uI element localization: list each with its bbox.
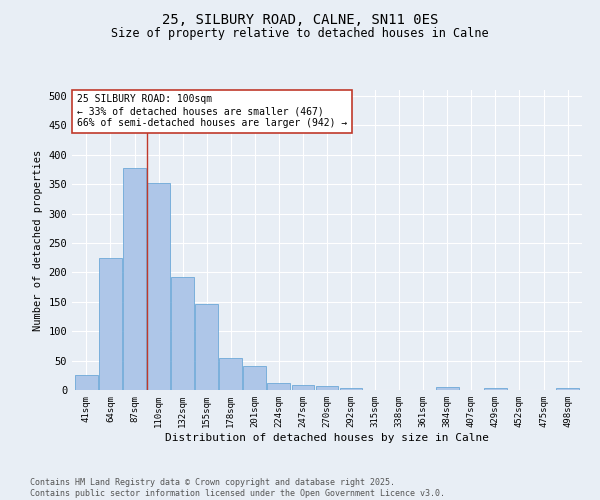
Bar bbox=[220, 358, 242, 390]
Bar bbox=[556, 388, 579, 390]
Bar bbox=[292, 384, 314, 390]
Text: Contains HM Land Registry data © Crown copyright and database right 2025.
Contai: Contains HM Land Registry data © Crown c… bbox=[30, 478, 445, 498]
Bar bbox=[316, 386, 338, 390]
Bar bbox=[244, 366, 266, 390]
Y-axis label: Number of detached properties: Number of detached properties bbox=[33, 150, 43, 330]
Bar bbox=[147, 183, 170, 390]
Bar bbox=[484, 388, 507, 390]
Bar bbox=[268, 383, 290, 390]
Bar bbox=[75, 376, 98, 390]
Bar bbox=[195, 304, 218, 390]
Text: Size of property relative to detached houses in Calne: Size of property relative to detached ho… bbox=[111, 28, 489, 40]
X-axis label: Distribution of detached houses by size in Calne: Distribution of detached houses by size … bbox=[165, 432, 489, 442]
Text: 25 SILBURY ROAD: 100sqm
← 33% of detached houses are smaller (467)
66% of semi-d: 25 SILBURY ROAD: 100sqm ← 33% of detache… bbox=[77, 94, 347, 128]
Bar bbox=[123, 168, 146, 390]
Text: 25, SILBURY ROAD, CALNE, SN11 0ES: 25, SILBURY ROAD, CALNE, SN11 0ES bbox=[162, 12, 438, 26]
Bar bbox=[99, 258, 122, 390]
Bar bbox=[436, 387, 459, 390]
Bar bbox=[171, 277, 194, 390]
Bar bbox=[340, 388, 362, 390]
